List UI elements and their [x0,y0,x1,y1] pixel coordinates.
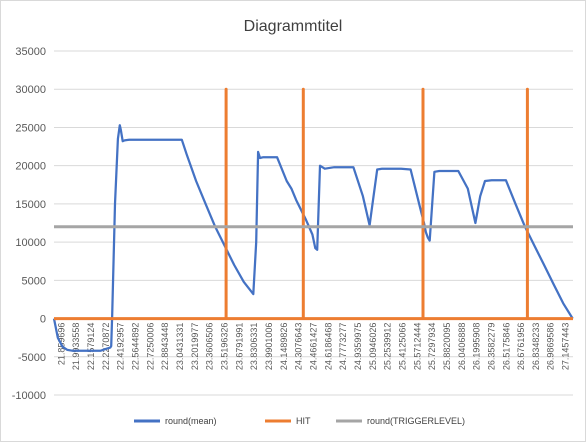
y-tick-label: 20000 [15,161,46,173]
x-tick-label: 24.3076643 [294,323,304,371]
y-tick-label: 30000 [15,84,46,96]
x-tick-label: 23.8306331 [249,323,259,371]
x-tick-label: 26.1995908 [472,323,482,371]
series-lines [54,89,573,351]
x-tick-label: 27.1457443 [561,323,571,371]
x-tick-label: 26.3582279 [486,323,496,371]
y-tick-label: 35000 [15,46,46,58]
x-tick-label: 24.9359975 [353,323,363,371]
y-tick-label: -5000 [18,352,46,364]
legend-label-2: round(TRIGGERLEVEL) [367,416,465,426]
x-tick-label: 22.5644892 [131,323,141,371]
x-tick-label: 22.2270872 [101,323,111,371]
legend-label-0: round(mean) [165,416,217,426]
y-axis-ticks: -10000 -5000 0 5000 10000 15000 20000 25000 3000… [12,46,46,402]
x-tick-label: 26.9869586 [546,323,556,371]
x-tick-label: 24.1489826 [279,323,289,371]
x-tick-label: 23.6791991 [234,323,244,371]
y-tick-label: -10000 [12,390,46,402]
x-tick-label: 26.0406888 [457,323,467,371]
x-tick-label: 26.6761956 [516,323,526,371]
x-tick-label: 23.2019977 [190,323,200,371]
x-tick-label: 25.7297934 [427,323,437,371]
x-tick-label: 23.9901006 [264,323,274,371]
x-tick-label: 25.2539912 [383,323,393,371]
x-axis-ticks: 21.859696 21.9933558 22.1579124 22.2270872 2… [56,323,570,371]
y-tick-label: 5000 [22,275,46,287]
x-tick-label: 26.5175846 [501,323,511,371]
x-tick-label: 25.0946026 [368,323,378,371]
x-tick-label: 26.8348233 [531,323,541,371]
y-tick-label: 15000 [15,199,46,211]
x-tick-label: 22.8843448 [160,323,170,371]
x-tick-label: 25.4125066 [397,323,407,371]
y-tick-label: 25000 [15,122,46,134]
x-tick-label: 21.9933558 [71,323,81,371]
legend: round(mean) HIT round(TRIGGERLEVEL) [134,416,465,426]
chart-title: Diagrammtitel [244,18,343,35]
x-tick-label: 22.1579124 [86,323,96,371]
x-tick-label: 23.3606506 [205,323,215,371]
x-tick-label: 24.6186468 [323,323,333,371]
x-tick-label: 24.7773277 [338,323,348,371]
legend-label-1: HIT [296,416,311,426]
x-tick-label: 22.7250006 [145,323,155,371]
y-tick-label: 10000 [15,237,46,249]
x-tick-label: 25.5712444 [412,323,422,371]
x-tick-label: 23.0431331 [175,323,185,371]
x-tick-label: 25.8820095 [442,323,452,371]
series-line-0 [54,125,573,351]
x-tick-label: 22.4192957 [116,323,126,371]
y-tick-label: 0 [40,314,46,326]
x-tick-label: 23.5196326 [220,323,230,371]
x-tick-label: 24.4661427 [309,323,319,371]
